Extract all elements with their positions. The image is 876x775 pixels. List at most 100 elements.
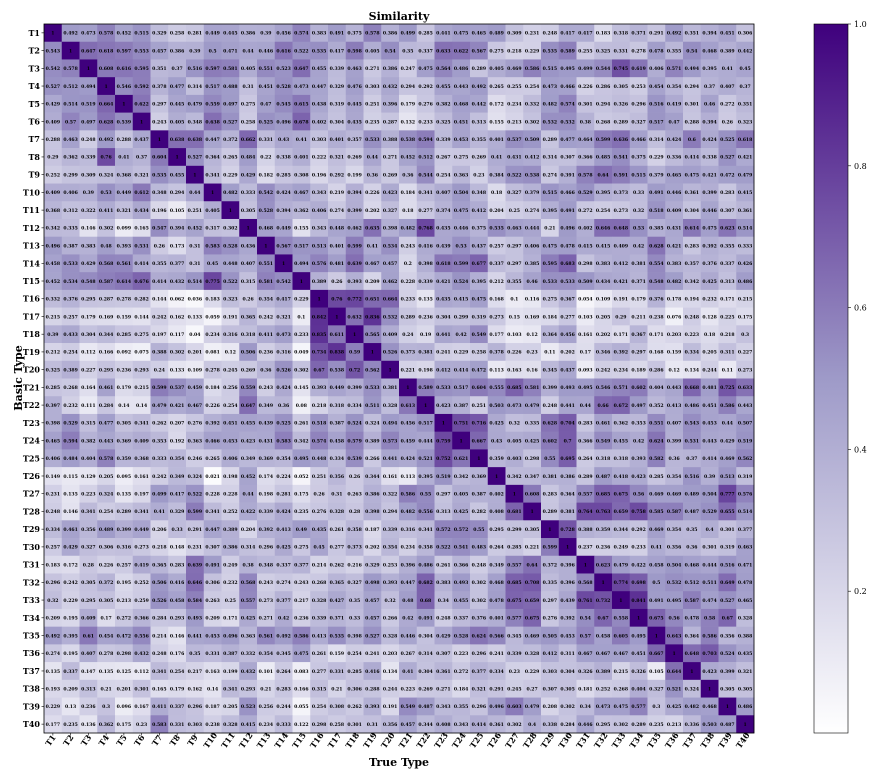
heatmap-cell (221, 41, 240, 60)
cell-value-label: 0.236 (294, 616, 308, 622)
cell-value-label: 0.414 (472, 722, 487, 728)
cell-value-label: 0.135 (117, 492, 131, 498)
heatmap-cell (434, 59, 453, 78)
cell-value-label: 0.662 (241, 137, 255, 143)
heatmap-cell (505, 236, 524, 255)
heatmap-cell (718, 272, 737, 291)
cell-value-label: 0.479 (152, 403, 166, 409)
cell-value-label: 0.53 (456, 243, 467, 249)
cell-value-label: 1 (584, 562, 587, 568)
cell-value-label: 0.254 (170, 669, 185, 675)
cell-value-label: 0.344 (365, 474, 380, 480)
heatmap-cell (665, 41, 684, 60)
cell-value-label: 0.169 (99, 314, 113, 320)
cell-value-label: 0.496 (46, 243, 60, 249)
cell-value-label: 0.213 (507, 119, 521, 125)
cell-value-label: 0.728 (560, 527, 574, 533)
cell-value-label: 0.171 (223, 616, 237, 622)
cell-value-label: 0.533 (560, 279, 574, 285)
cell-value-label: 0.313 (472, 119, 486, 125)
cell-value-label: 0.243 (259, 580, 273, 586)
cell-value-label: 0.263 (347, 492, 361, 498)
heatmap-cell (541, 183, 560, 202)
cell-value-label: 0.493 (560, 385, 574, 391)
cell-value-label: 0.338 (543, 722, 557, 728)
cell-value-label: 0.319 (330, 102, 344, 108)
cell-value-label: 0.332 (46, 297, 60, 303)
heatmap-cell (132, 94, 151, 113)
cell-value-label: 0.487 (720, 722, 734, 728)
cell-value-label: 0.405 (205, 208, 219, 214)
cell-value-label: 0.491 (649, 598, 663, 604)
cell-value-label: 0.514 (63, 102, 78, 108)
cell-value-label: 0.144 (152, 297, 167, 303)
cell-value-label: 0.337 (489, 261, 503, 267)
heatmap-cell (44, 94, 63, 113)
heatmap-cell (647, 112, 666, 131)
cell-value-label: 0.559 (205, 102, 219, 108)
cell-value-label: 0.499 (152, 492, 166, 498)
cell-value-label: 0.76 (101, 155, 112, 161)
cell-value-label: 0.618 (738, 137, 752, 143)
heatmap-cell (239, 77, 258, 96)
cell-value-label: 0.41 (154, 509, 165, 515)
cell-value-label: 0.605 (614, 633, 628, 639)
cell-value-label: 0.467 (614, 651, 628, 657)
cell-value-label: 0.431 (259, 438, 273, 444)
cell-value-label: 0.303 (543, 669, 557, 675)
heatmap-cell (736, 112, 755, 131)
cell-value-label: 0.44 (367, 155, 379, 161)
heatmap-cell (132, 289, 151, 308)
cell-value-label: 0.288 (685, 119, 699, 125)
cell-value-label: 0.243 (259, 385, 273, 391)
cell-value-label: 0.449 (276, 226, 290, 232)
heatmap-cell (203, 165, 222, 184)
heatmap-cell (257, 94, 276, 113)
cell-value-label: 0.451 (631, 651, 645, 657)
heatmap-cell (399, 218, 418, 238)
cell-value-label: 0.321 (134, 172, 148, 178)
cell-value-label: 0.395 (543, 208, 557, 214)
heatmap-cell (203, 183, 222, 202)
cell-value-label: 0.175 (738, 314, 752, 320)
cell-value-label: 0.495 (560, 66, 574, 72)
cell-value-label: 1 (87, 66, 90, 72)
cell-value-label: 0.277 (330, 545, 344, 551)
cell-value-label: 0.475 (454, 31, 468, 37)
cell-value-label: 0.364 (205, 155, 220, 161)
cell-value-label: 0.469 (667, 492, 681, 498)
cell-value-label: 0.579 (347, 438, 361, 444)
cell-value-label: 0.109 (188, 367, 202, 373)
heatmap-cell (665, 201, 684, 220)
heatmap-cell (132, 148, 151, 167)
cell-value-label: 0.294 (685, 84, 700, 90)
cell-value-label: 0.472 (472, 367, 486, 373)
heatmap-cell (310, 201, 329, 220)
cell-value-label: 0.328 (738, 616, 752, 622)
heatmap-cell (434, 236, 453, 255)
cell-value-label: 0.491 (330, 31, 344, 37)
cell-value-label: 0.473 (507, 403, 521, 409)
cell-value-label: 0.404 (649, 385, 664, 391)
cell-value-label: 0.23 (473, 172, 484, 178)
heatmap-cell (523, 112, 542, 131)
heatmap-cell (168, 272, 187, 291)
cell-value-label: 0.232 (702, 297, 716, 303)
heatmap-cell (61, 24, 80, 43)
heatmap-cell (558, 236, 577, 255)
cell-value-label: 0.624 (649, 438, 664, 444)
cell-value-label: 0.342 (507, 474, 521, 480)
cell-value-label: 0.424 (667, 137, 682, 143)
cell-value-label: 0.302 (294, 367, 308, 373)
heatmap-cell (44, 165, 63, 184)
cell-value-label: 0.331 (614, 48, 628, 54)
heatmap-cell (718, 201, 737, 220)
cell-value-label: 0.514 (188, 279, 203, 285)
cell-value-label: 0.484 (63, 456, 78, 462)
heatmap-cell (186, 183, 205, 202)
cell-value-label: 0.352 (649, 403, 663, 409)
cell-value-label: 0.112 (81, 350, 95, 356)
cell-value-label: 0.446 (667, 190, 681, 196)
cell-value-label: 0.334 (489, 669, 504, 675)
heatmap-cell (541, 94, 560, 113)
